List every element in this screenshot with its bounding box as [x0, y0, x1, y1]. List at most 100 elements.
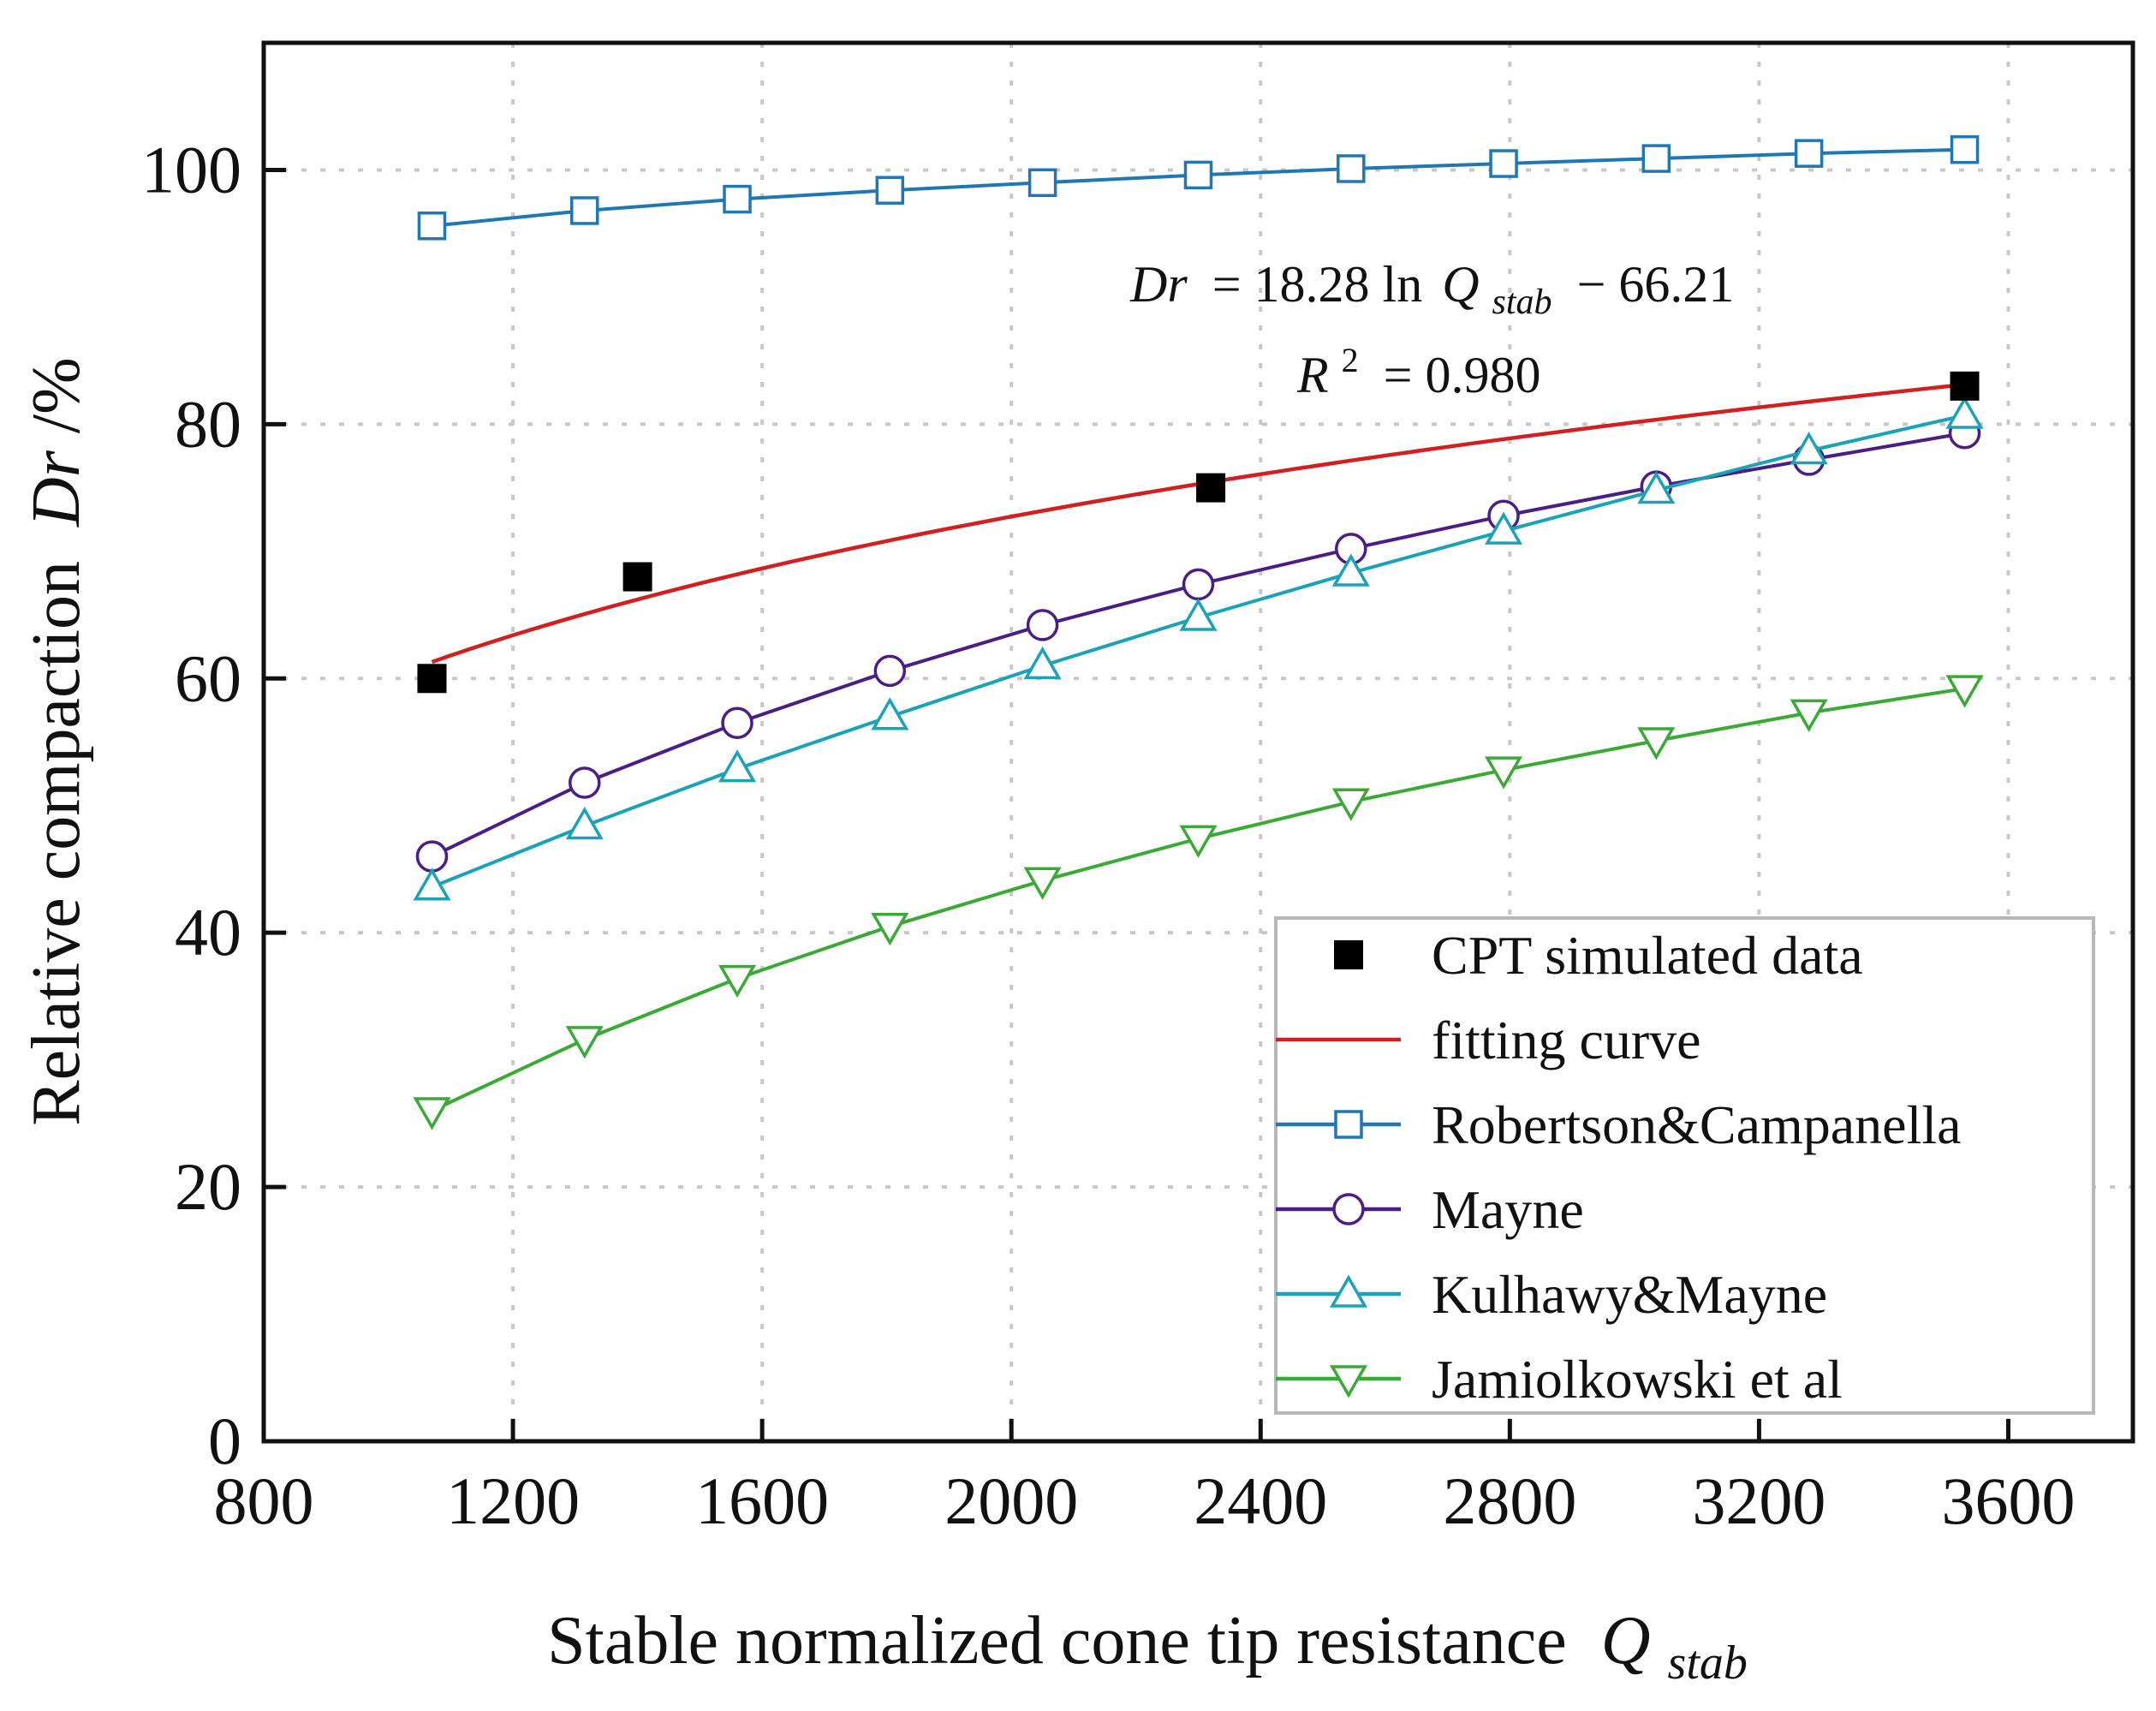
- data-point: [568, 766, 601, 799]
- legend-item-kulhawy-mayne: Kulhawy&Mayne: [1276, 1264, 1827, 1325]
- series-jamiolkowski-et-al: [413, 675, 1984, 1130]
- x-tick-label: 2000: [944, 1464, 1078, 1538]
- y-tick-label: 80: [175, 386, 241, 461]
- data-point: [417, 664, 447, 694]
- legend-item-cpt-simulated-data: CPT simulated data: [1334, 925, 1863, 986]
- data-point: [873, 654, 907, 688]
- data-point: [871, 697, 909, 730]
- legend-marker: [1334, 1110, 1363, 1139]
- data-point: [718, 749, 757, 783]
- data-point: [1182, 568, 1215, 601]
- data-point: [569, 196, 599, 225]
- legend-label: fitting curve: [1432, 1010, 1701, 1070]
- data-point: [415, 840, 449, 873]
- legend-label: Mayne: [1432, 1179, 1584, 1240]
- data-point: [1641, 144, 1671, 173]
- legend-box: [1274, 916, 2095, 1415]
- legend-label: Kulhawy&Mayne: [1432, 1264, 1827, 1325]
- data-point: [1637, 471, 1676, 504]
- data-point: [1179, 825, 1218, 858]
- fit-r-squared: R 2 = 0.980: [1296, 326, 1541, 403]
- data-point: [1331, 553, 1370, 587]
- data-point: [1337, 154, 1366, 183]
- x-axis-title-text: Stable normalized cone tip resistance: [547, 1603, 1567, 1678]
- data-point: [1790, 432, 1828, 465]
- x-tick-label: 1600: [695, 1464, 829, 1538]
- y-tick-label: 60: [175, 641, 241, 715]
- data-point: [1179, 598, 1218, 631]
- data-point: [1023, 867, 1062, 900]
- legend-marker: [1329, 1365, 1368, 1398]
- legend-item-jamiolkowski-et-al: Jamiolkowski et al: [1276, 1349, 1843, 1410]
- x-tick-label: 3600: [1941, 1464, 2075, 1538]
- data-point: [721, 706, 753, 739]
- legend: CPT simulated data fitting curve Robertson…: [1274, 916, 2095, 1415]
- legend-label: Jamiolkowski et al: [1432, 1349, 1843, 1410]
- r2-sup: 2: [1342, 341, 1359, 379]
- x-axis-title-subscript: stab: [1668, 1636, 1748, 1690]
- data-point: [1023, 646, 1062, 680]
- data-point: [1790, 699, 1828, 732]
- grid-lines: [264, 43, 2133, 1441]
- legend-items: CPT simulated data fitting curve Robertson…: [1276, 925, 1962, 1410]
- y-axis-title-symbol: Dr: [19, 450, 94, 528]
- y-axis-title: Relative compaction Dr /%: [19, 357, 94, 1126]
- legend-label: Robertson&Campanella: [1432, 1094, 1962, 1155]
- x-tick-label: 1200: [446, 1464, 580, 1538]
- axis-ticks: 800 1200 1600 2000 2400 2800 3200 3600 0 20 40 60 80…: [141, 132, 2075, 1538]
- y-tick-label: 0: [208, 1404, 241, 1478]
- legend-item-fitting-curve: fitting curve: [1276, 1010, 1701, 1070]
- y-axis-title-unit: /%: [19, 357, 94, 433]
- legend-label: CPT simulated data: [1432, 925, 1863, 986]
- r2-label: R: [1296, 347, 1329, 403]
- data-point: [1485, 756, 1523, 790]
- data-point: [413, 1097, 451, 1130]
- y-tick-label: 20: [175, 1149, 241, 1224]
- legend-item-robertson-campanella: Robertson&Campanella: [1276, 1094, 1962, 1155]
- x-axis-title-symbol: Q: [1601, 1603, 1651, 1678]
- data-point: [1331, 788, 1370, 821]
- y-axis-title-text: Relative compaction: [19, 561, 94, 1126]
- data-point: [565, 806, 604, 840]
- data-point: [1637, 727, 1676, 760]
- data-point: [622, 562, 652, 592]
- equation-end: − 66.21: [1577, 256, 1735, 313]
- data-point: [565, 1026, 604, 1059]
- series-layer: [413, 134, 1984, 1130]
- data-point: [1196, 473, 1226, 503]
- data-point: [723, 184, 752, 214]
- legend-marker: [1334, 940, 1363, 969]
- fit-equation: Dr = 18.28 ln Q stab − 66.21: [1129, 256, 1734, 325]
- x-tick-label: 3200: [1692, 1464, 1825, 1538]
- data-point: [1950, 371, 1980, 401]
- data-point: [1794, 139, 1824, 168]
- data-point: [417, 212, 447, 241]
- data-point: [875, 176, 905, 205]
- data-point: [1183, 160, 1213, 190]
- x-tick-label: 800: [214, 1464, 314, 1538]
- y-tick-label: 100: [141, 132, 241, 206]
- legend-marker: [1332, 1193, 1365, 1225]
- data-point: [1489, 149, 1518, 178]
- r2-value: = 0.980: [1384, 347, 1541, 403]
- data-point: [413, 867, 451, 901]
- data-point: [718, 964, 757, 999]
- x-tick-label: 2800: [1443, 1464, 1576, 1538]
- legend-marker: [1329, 1274, 1368, 1308]
- equation-mid: = 18.28 ln: [1212, 256, 1423, 313]
- data-point: [1485, 511, 1523, 545]
- data-point: [1945, 675, 1984, 708]
- data-point: [1027, 168, 1057, 198]
- equation-sub: stab: [1492, 283, 1552, 322]
- y-tick-label: 40: [175, 895, 241, 969]
- data-point: [1026, 609, 1059, 641]
- x-axis-title: Stable normalized cone tip resistance Q …: [547, 1603, 1748, 1690]
- x-tick-label: 2400: [1194, 1464, 1327, 1538]
- legend-item-mayne: Mayne: [1276, 1179, 1584, 1240]
- data-point: [1950, 134, 1980, 164]
- equation-dr: Dr: [1129, 256, 1188, 313]
- data-point: [1945, 396, 1984, 429]
- series-cpt-simulated-data: [417, 371, 1980, 694]
- series-robertson-campanella: [417, 134, 1980, 241]
